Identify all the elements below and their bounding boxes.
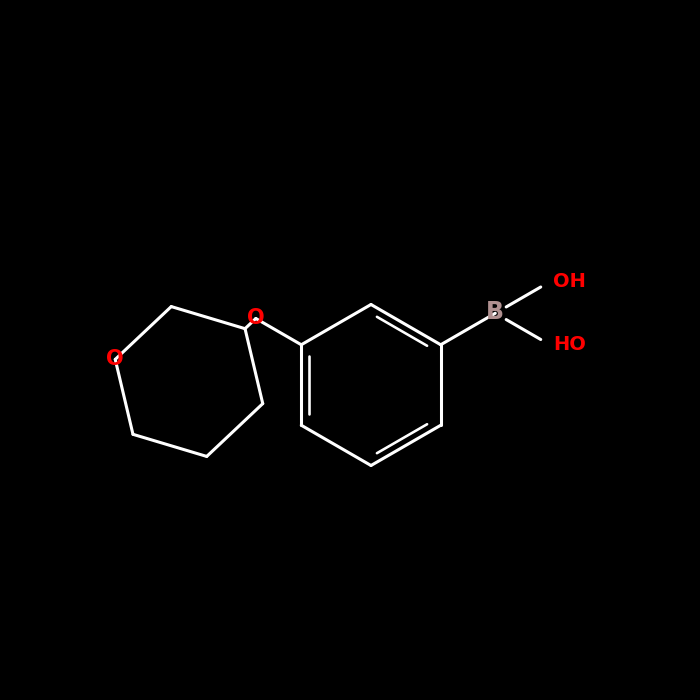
Text: OH: OH (553, 272, 586, 291)
Text: HO: HO (553, 335, 586, 354)
Text: B: B (486, 300, 504, 324)
Text: O: O (247, 309, 265, 328)
Text: O: O (106, 349, 124, 370)
